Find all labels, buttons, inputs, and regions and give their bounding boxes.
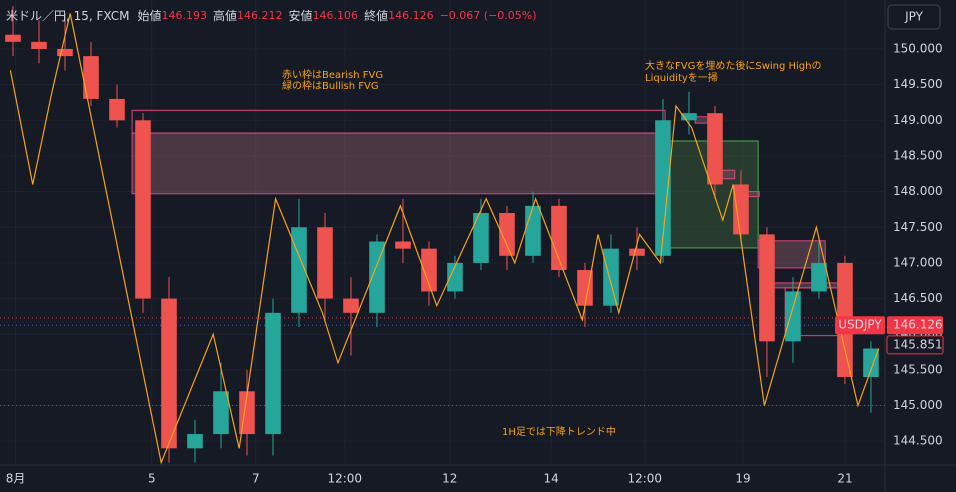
candle-body — [577, 270, 593, 306]
candle-body — [291, 227, 307, 313]
candle-body — [681, 113, 697, 121]
last-price-label: 146.126 — [893, 318, 943, 332]
field-value: 146.212 — [237, 9, 283, 22]
annotation: Liquidityを一掃 — [645, 71, 718, 84]
candle-body — [135, 120, 151, 299]
candle-body — [265, 312, 281, 435]
symbol-label: USDJPY — [838, 318, 882, 332]
candle-body — [759, 234, 775, 342]
annotation: 大きなFVGを埋めた後にSwing Highの — [645, 59, 822, 72]
y-tick-label: 147.000 — [893, 255, 943, 269]
candle-body — [187, 434, 203, 449]
y-tick-label: 144.500 — [893, 434, 943, 448]
x-tick-label: 8月 — [6, 472, 26, 486]
y-tick-label: 149.000 — [893, 113, 943, 127]
candle-body — [343, 298, 359, 313]
candle-body — [161, 298, 177, 449]
candle-body — [369, 241, 385, 313]
y-tick-label: 148.000 — [893, 184, 943, 198]
currency-button[interactable] — [887, 4, 941, 30]
annotation: 緑の枠はBullish FVG — [282, 79, 379, 92]
candle-body — [629, 248, 645, 256]
candle-body — [785, 291, 801, 342]
change: −0.067 (−0.05%) — [440, 9, 537, 22]
x-tick-label: 7 — [252, 472, 260, 486]
field-value: 146.106 — [313, 9, 359, 22]
candle-body — [317, 227, 333, 299]
y-tick-label: 148.500 — [893, 148, 943, 162]
candle-body — [525, 205, 541, 256]
x-tick-label: 5 — [148, 472, 156, 486]
candle-body — [5, 34, 21, 42]
x-tick-label: 21 — [837, 472, 852, 486]
y-tick-label: 146.500 — [893, 291, 943, 305]
last-price-tag — [887, 316, 943, 335]
x-tick-label: 19 — [735, 472, 750, 486]
candle-body — [83, 56, 99, 99]
candle-body — [863, 348, 879, 378]
candle-body — [31, 41, 47, 49]
field-value: 146.193 — [162, 9, 208, 22]
field-label: 高値 — [213, 8, 237, 23]
candle-body — [655, 120, 671, 256]
candle-body — [551, 205, 567, 271]
x-tick-label: 12:00 — [327, 472, 362, 486]
candle-body — [395, 241, 411, 249]
field-label: 終値 — [364, 8, 388, 23]
y-tick-label: 150.000 — [893, 41, 943, 55]
candle-body — [733, 184, 749, 235]
y-tick-label: 149.500 — [893, 77, 943, 91]
symbol-title: 米ドル／円, 15, FXCM — [6, 9, 130, 23]
candle-body — [811, 262, 827, 292]
field-label: 安値 — [289, 8, 313, 23]
header: 米ドル／円, 15, FXCM 始値146.193 高値146.212 安値146.1… — [6, 8, 537, 23]
candle-body — [603, 248, 619, 306]
zigzag-line — [9, 13, 880, 465]
annotation: 赤い枠はBearish FVG — [282, 68, 383, 81]
candle-body — [499, 212, 515, 256]
symbol-tag — [835, 316, 885, 335]
candle-body — [447, 262, 463, 292]
field-label: 始値 — [138, 8, 162, 23]
field-value: 146.126 — [388, 9, 434, 22]
candle-body — [213, 391, 229, 435]
candle-body — [707, 113, 723, 185]
y-tick-label: 147.500 — [893, 220, 943, 234]
candle-body — [109, 98, 125, 121]
fvg-box — [131, 132, 666, 195]
other-price-label: 145.851 — [893, 337, 943, 351]
y-tick-label: 145.000 — [893, 398, 943, 412]
x-tick-label: 14 — [544, 472, 559, 486]
x-tick-label: 12:00 — [627, 472, 662, 486]
x-tick-label: 12 — [442, 472, 457, 486]
candle-body — [421, 248, 437, 292]
y-tick-label: 145.500 — [893, 362, 943, 376]
candle-body — [57, 48, 73, 57]
annotation: 1H足では下降トレンド中 — [502, 425, 616, 438]
other-price-tag — [886, 335, 944, 355]
axes: 150.000 149.500 149.000 148.500 148.000 147.5… — [6, 41, 944, 486]
currency-button-label[interactable]: JPY — [904, 10, 924, 24]
candle-body — [473, 212, 489, 263]
